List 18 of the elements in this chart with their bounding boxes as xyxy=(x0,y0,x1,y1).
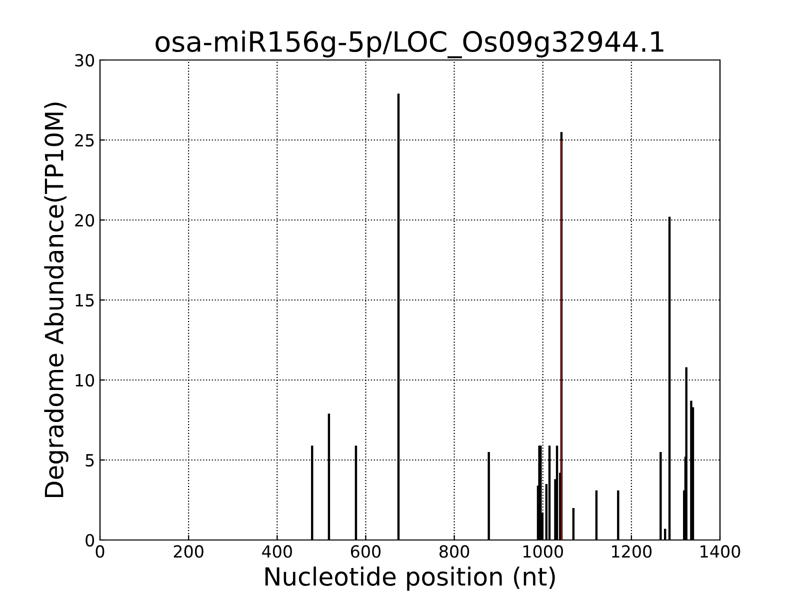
x-tick-label: 0 xyxy=(96,545,104,558)
y-tick-label: 15 xyxy=(76,294,94,307)
y-tick-label: 25 xyxy=(75,134,94,147)
x-tick-label: 400 xyxy=(262,545,292,558)
x-axis-title: Nucleotide position (nt) xyxy=(265,566,555,591)
y-tick-label: 5 xyxy=(86,454,94,467)
chart-title: osa-miR156g-5p/LOC_Os09g32944.1 xyxy=(156,30,664,58)
x-tick-label: 1000 xyxy=(523,545,563,558)
x-tick-label: 200 xyxy=(174,545,204,558)
x-tick-label: 800 xyxy=(440,545,470,558)
y-tick-label: 30 xyxy=(75,54,94,67)
x-tick-label: 1200 xyxy=(612,545,652,558)
y-tick-label: 20 xyxy=(75,214,94,227)
y-tick-label: 0 xyxy=(86,534,94,547)
x-tick-label: 1400 xyxy=(700,545,740,558)
x-tick-label: 600 xyxy=(350,545,381,558)
y-axis-title: Degradome Abundance(TP10M) xyxy=(44,102,68,498)
y-tick-label: 10 xyxy=(76,374,94,387)
